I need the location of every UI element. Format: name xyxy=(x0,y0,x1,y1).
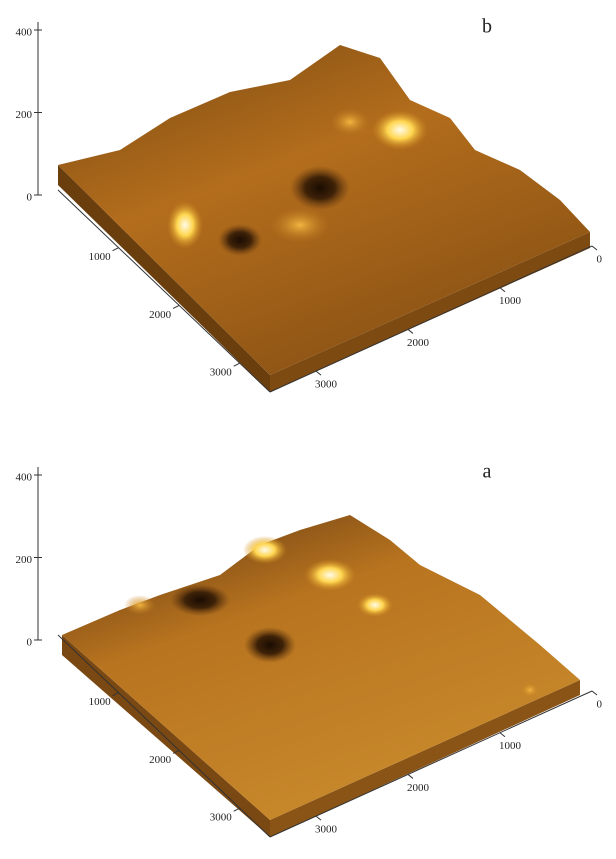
z-tick-label: 200 xyxy=(16,554,33,566)
pit xyxy=(218,224,262,256)
pit xyxy=(244,627,296,663)
peak xyxy=(520,682,540,698)
y-tick xyxy=(408,774,413,778)
panel-label: b xyxy=(482,16,492,38)
y-tick xyxy=(408,329,413,333)
y-tick-label: 0 xyxy=(597,699,603,711)
peak xyxy=(243,536,287,564)
peak xyxy=(330,108,370,136)
pit xyxy=(170,584,230,616)
y-tick-label: 3000 xyxy=(315,824,338,836)
y-tick-label: 2000 xyxy=(407,782,430,794)
z-tick-label: 400 xyxy=(16,472,33,484)
pit xyxy=(290,166,350,210)
peak xyxy=(357,593,393,617)
x-tick-label: 3000 xyxy=(210,812,233,824)
z-tick-label: 200 xyxy=(16,109,33,121)
peak xyxy=(270,207,330,243)
x-tick xyxy=(234,363,240,366)
y-tick xyxy=(500,288,505,292)
x-tick-label: 2000 xyxy=(149,754,172,766)
peak xyxy=(167,201,203,249)
z-tick-label: 0 xyxy=(27,192,33,204)
z-tick-label: 0 xyxy=(27,637,33,649)
y-tick xyxy=(316,371,321,375)
peak xyxy=(372,110,428,150)
panel: b 0 200 400 1000 2000 3000 0 1000 2000 3000 xyxy=(16,16,603,392)
y-tick xyxy=(316,816,321,820)
y-tick-label: 1000 xyxy=(499,740,522,752)
peak xyxy=(124,595,156,615)
y-tick-label: 3000 xyxy=(315,379,338,391)
figure: b 0 200 400 1000 2000 3000 0 1000 2000 3000 a 0 200 4… xyxy=(0,0,616,859)
z-tick-label: 400 xyxy=(16,27,33,39)
y-tick-label: 1000 xyxy=(499,295,522,307)
surface xyxy=(58,45,590,375)
x-tick-label: 1000 xyxy=(89,251,112,263)
x-tick xyxy=(113,248,119,251)
x-tick-label: 2000 xyxy=(149,309,172,321)
y-tick-label: 2000 xyxy=(407,337,430,349)
panel-label: a xyxy=(483,461,492,483)
y-tick xyxy=(500,733,505,737)
y-tick xyxy=(592,691,597,695)
panel: a 0 200 400 1000 2000 3000 0 1000 2000 3000 xyxy=(16,461,603,837)
y-tick-label: 0 xyxy=(597,254,603,266)
x-tick-label: 1000 xyxy=(89,696,112,708)
y-tick xyxy=(592,246,597,250)
x-tick-label: 3000 xyxy=(210,367,233,379)
x-tick xyxy=(173,305,179,308)
peak xyxy=(304,559,356,591)
